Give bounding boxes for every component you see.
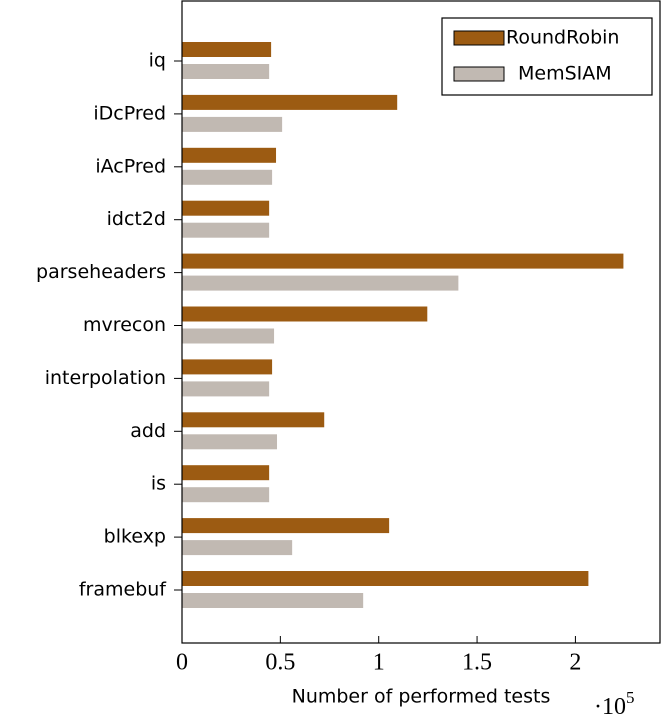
x-axis-label: Number of performed tests — [292, 686, 551, 708]
x-tick-label: 1.5 — [462, 650, 492, 676]
y-tick-label: idct2d — [107, 208, 166, 230]
multiplier-base: ·10 — [594, 694, 626, 720]
multiplier-exponent: 5 — [626, 688, 635, 707]
bar — [182, 222, 270, 238]
legend-label: RoundRobin — [506, 27, 619, 49]
y-tick-label: framebuf — [79, 579, 167, 601]
legend-swatch — [453, 30, 505, 46]
bar — [182, 147, 277, 163]
x-tick-label: 1 — [373, 650, 385, 676]
legend-label: MemSIAM — [518, 63, 612, 85]
bar — [182, 487, 270, 503]
bar — [182, 434, 278, 450]
bar — [182, 116, 283, 132]
y-tick-label: parseheaders — [36, 261, 166, 283]
bar — [182, 540, 293, 556]
bar — [182, 275, 459, 291]
bar — [182, 169, 273, 185]
y-tick-label: iDcPred — [93, 102, 166, 124]
plot-frame — [181, 0, 661, 644]
bar — [182, 200, 270, 216]
bar — [182, 253, 624, 269]
y-tick-label: iq — [149, 50, 166, 72]
bar — [182, 359, 273, 375]
y-tick-label: blkexp — [104, 526, 166, 548]
bar — [182, 518, 390, 534]
y-tick-label: add — [130, 420, 166, 442]
bar — [182, 94, 398, 110]
bar — [182, 64, 270, 79]
bar — [182, 381, 270, 397]
x-tick-label: 2 — [569, 650, 581, 676]
bar — [182, 593, 364, 608]
bar — [182, 328, 275, 344]
y-tick-label: iAcPred — [95, 155, 166, 177]
bar — [182, 42, 272, 57]
legend-swatch — [453, 66, 505, 82]
bar — [182, 571, 589, 586]
bar — [182, 412, 325, 428]
x-tick-label: 0 — [176, 650, 188, 676]
y-tick-label: mvrecon — [83, 314, 166, 336]
bar — [182, 465, 270, 481]
y-tick-label: is — [151, 473, 166, 495]
bar — [182, 306, 428, 322]
x-tick-label: 0.5 — [265, 650, 295, 676]
x-multiplier: ·105 — [594, 688, 635, 720]
y-tick-label: interpolation — [45, 367, 166, 389]
